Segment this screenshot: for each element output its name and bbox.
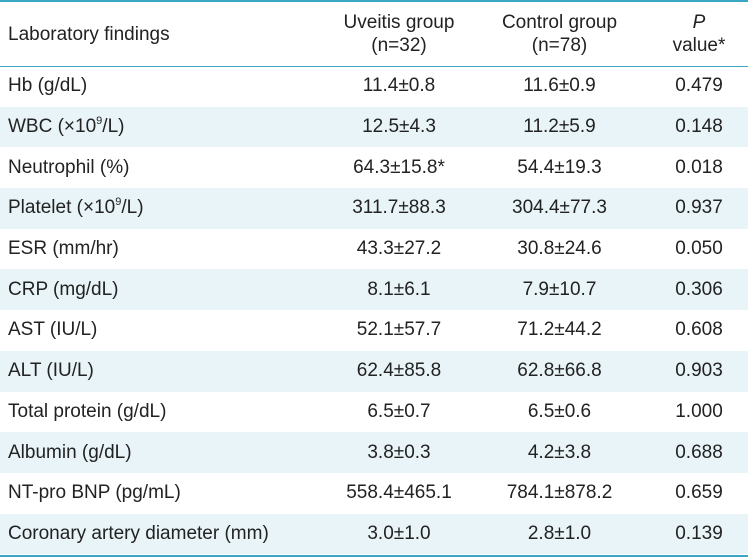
p-value: 0.306 <box>642 269 748 311</box>
uveitis-value: 43.3±27.2 <box>356 238 442 260</box>
control-value: 71.2±44.2 <box>517 319 602 341</box>
control-value: 6.5±0.6 <box>527 400 592 422</box>
row-label-text: Platelet (×10 <box>8 197 116 219</box>
table-row: Platelet (×109/L) 311.7±88.3 304.4±77.3 0.9… <box>0 188 748 229</box>
control-value: 54.4±19.3 <box>517 156 602 178</box>
p-value: 0.018 <box>675 156 723 178</box>
table-body: Hb (g/dL) 11.4±0.8 11.6±0.9 0.479 WBC (×109/… <box>0 66 748 555</box>
header-p-value-label: value* <box>672 35 726 56</box>
row-label-text: Hb (g/dL) <box>8 75 88 97</box>
uveitis-value: 64.3±15.8* <box>353 156 445 178</box>
p-value: 0.937 <box>642 188 748 229</box>
row-label: NT-pro BNP (pg/mL) <box>0 473 321 514</box>
header-uveitis-label: Uveitis group <box>343 12 455 33</box>
p-value: 0.139 <box>642 513 748 555</box>
p-value: 0.050 <box>675 238 723 260</box>
row-label-text: WBC (×10 <box>8 116 97 138</box>
table-row: ALT (IU/L) 62.4±85.8 62.8±66.8 0.903 <box>0 350 748 392</box>
row-label-suffix: /L) <box>102 116 125 138</box>
header-control-label: Control group <box>501 12 618 33</box>
table-row: Neutrophil (%) 64.3±15.8* 54.4±19.3 0.018 <box>0 147 748 188</box>
p-value: 0.659 <box>675 482 723 504</box>
row-label-text: Total protein (g/dL) <box>8 400 167 422</box>
table-row: Albumin (g/dL) 3.8±0.3 4.2±3.8 0.688 <box>0 432 748 473</box>
row-label: Coronary artery diameter (mm) <box>0 513 321 555</box>
header-uveitis-group: Uveitis group (n=32) <box>321 2 477 66</box>
header-control-group: Control group (n=78) <box>477 2 642 66</box>
p-value: 0.688 <box>642 432 748 473</box>
row-label-text: Neutrophil (%) <box>8 156 130 178</box>
row-label: Platelet (×109/L) <box>0 188 321 229</box>
uveitis-value: 62.4±85.8 <box>321 350 477 392</box>
row-label-superscript: 9 <box>115 196 122 209</box>
header-laboratory-findings: Laboratory findings <box>8 23 170 45</box>
row-label: Albumin (g/dL) <box>0 432 321 473</box>
row-label: Total protein (g/dL) <box>0 392 321 433</box>
row-label-text: Albumin (g/dL) <box>8 441 132 463</box>
row-label: Hb (g/dL) <box>0 66 321 107</box>
table-row: Total protein (g/dL) 6.5±0.7 6.5±0.6 1.000 <box>0 392 748 433</box>
p-value: 0.608 <box>675 319 723 341</box>
table-row: Hb (g/dL) 11.4±0.8 11.6±0.9 0.479 <box>0 66 748 107</box>
p-value: 0.903 <box>642 350 748 392</box>
row-label-text: ALT (IU/L) <box>8 360 94 382</box>
uveitis-value: 11.4±0.8 <box>362 75 436 97</box>
header-uveitis-n: (n=32) <box>371 35 427 56</box>
control-value: 30.8±24.6 <box>517 238 602 260</box>
control-value: 11.2±5.9 <box>477 106 642 148</box>
row-label: AST (IU/L) <box>0 310 321 351</box>
uveitis-value: 558.4±465.1 <box>346 482 452 504</box>
table-row: AST (IU/L) 52.1±57.7 71.2±44.2 0.608 <box>0 310 748 351</box>
row-label-text: AST (IU/L) <box>8 319 98 341</box>
table-header-row: Laboratory findings Uveitis group (n=32)… <box>0 2 748 66</box>
control-value: 7.9±10.7 <box>477 269 642 311</box>
uveitis-value: 52.1±57.7 <box>356 319 442 341</box>
table-row: NT-pro BNP (pg/mL) 558.4±465.1 784.1±878.2… <box>0 473 748 514</box>
uveitis-value: 3.8±0.3 <box>321 432 477 473</box>
p-value: 0.479 <box>675 75 723 97</box>
uveitis-value: 311.7±88.3 <box>321 188 477 229</box>
uveitis-value: 6.5±0.7 <box>367 400 431 422</box>
header-p-value: P value* <box>642 2 748 66</box>
control-value: 62.8±66.8 <box>477 350 642 392</box>
p-value: 0.148 <box>642 106 748 148</box>
table-row: WBC (×109/L) 12.5±4.3 11.2±5.9 0.148 <box>0 106 748 148</box>
table-bottom-rule <box>0 555 748 557</box>
row-label: Neutrophil (%) <box>0 147 321 188</box>
row-label: ESR (mm/hr) <box>0 229 321 270</box>
table-row: ESR (mm/hr) 43.3±27.2 30.8±24.6 0.050 <box>0 229 748 270</box>
header-control-n: (n=78) <box>531 35 588 56</box>
header-p-letter: P <box>692 12 706 33</box>
row-label-text: NT-pro BNP (pg/mL) <box>8 482 181 504</box>
header-bottom-rule <box>0 66 748 67</box>
uveitis-value: 12.5±4.3 <box>321 106 477 148</box>
p-value: 1.000 <box>675 400 723 422</box>
uveitis-value: 3.0±1.0 <box>321 513 477 555</box>
row-label: CRP (mg/dL) <box>0 269 321 311</box>
row-label-text: Coronary artery diameter (mm) <box>8 522 269 544</box>
control-value: 304.4±77.3 <box>477 188 642 229</box>
row-label-text: CRP (mg/dL) <box>8 278 119 300</box>
control-value: 2.8±1.0 <box>477 513 642 555</box>
control-value: 11.6±0.9 <box>523 75 596 97</box>
table-row: CRP (mg/dL) 8.1±6.1 7.9±10.7 0.306 <box>0 269 748 311</box>
row-label-text: ESR (mm/hr) <box>8 238 119 260</box>
row-label-suffix: /L) <box>121 197 144 219</box>
row-label: ALT (IU/L) <box>0 350 321 392</box>
table-top-rule <box>0 0 748 2</box>
uveitis-value: 8.1±6.1 <box>321 269 477 311</box>
control-value: 784.1±878.2 <box>506 482 613 504</box>
control-value: 4.2±3.8 <box>477 432 642 473</box>
row-label-superscript: 9 <box>96 115 103 128</box>
table-row: Coronary artery diameter (mm) 3.0±1.0 2.8±… <box>0 513 748 555</box>
row-label: WBC (×109/L) <box>0 106 321 148</box>
